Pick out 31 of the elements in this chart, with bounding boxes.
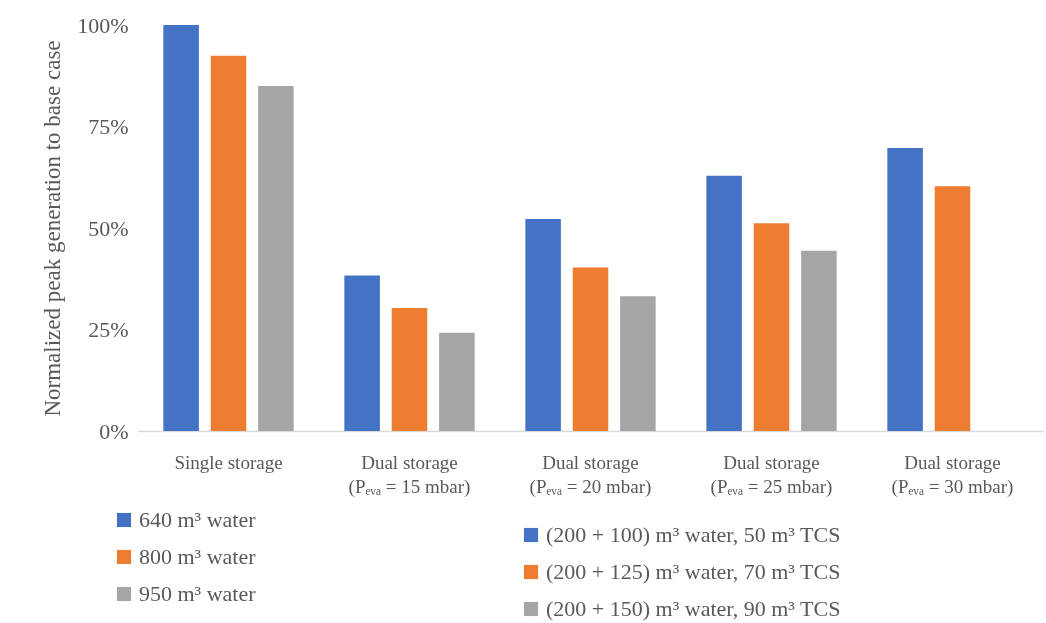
- x-tick-label: Single storage: [174, 451, 283, 473]
- bar: [753, 223, 790, 431]
- bar: [258, 85, 294, 431]
- bar: [620, 296, 656, 431]
- bar: [801, 250, 837, 431]
- bar: [572, 267, 609, 431]
- bar: [163, 25, 199, 431]
- y-tick-label: 0%: [99, 418, 129, 444]
- legend-label: (200 + 125) m³ water, 70 m³ TCS: [546, 559, 841, 584]
- bar: [934, 186, 971, 431]
- x-tick-label: Dual storage (Pₑᵥₐ = 15 mbar): [348, 451, 471, 498]
- bar: [391, 307, 428, 431]
- bar: [344, 275, 380, 431]
- x-tick-label: Dual storage (Pₑᵥₐ = 30 mbar): [891, 451, 1014, 498]
- bar: [887, 148, 923, 431]
- y-tick-label: 50%: [88, 215, 129, 241]
- y-axis-title: Normalized peak generation to base case: [40, 40, 66, 417]
- legend-label: 640 m³ water: [139, 507, 257, 532]
- bar: [439, 332, 475, 431]
- bar: [706, 175, 742, 431]
- legend-label: (200 + 100) m³ water, 50 m³ TCS: [546, 522, 841, 547]
- legend-label: 950 m³ water: [139, 581, 257, 606]
- bar: [525, 219, 561, 431]
- y-tick-label: 25%: [88, 317, 129, 342]
- bar: [210, 55, 247, 431]
- y-tick-label: 75%: [88, 114, 129, 139]
- legend-label: (200 + 150) m³ water, 90 m³ TCS: [546, 596, 841, 621]
- legend-label: 800 m³ water: [139, 544, 257, 569]
- y-tick-label: 100%: [77, 12, 129, 38]
- x-tick-label: Dual storage (Pₑᵥₐ = 20 mbar): [529, 451, 652, 498]
- x-tick-label: Dual storage (Pₑᵥₐ = 25 mbar): [710, 451, 833, 498]
